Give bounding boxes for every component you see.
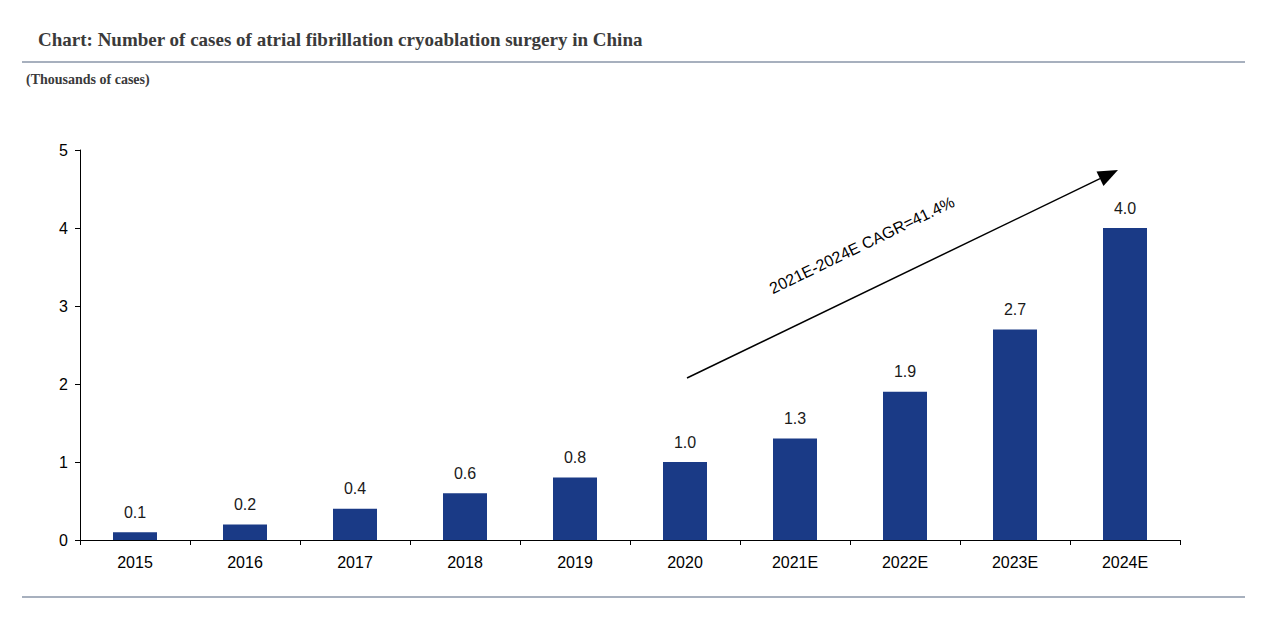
svg-text:2.7: 2.7 <box>1004 301 1026 318</box>
svg-text:0.1: 0.1 <box>124 504 146 521</box>
svg-text:0.2: 0.2 <box>234 496 256 513</box>
svg-text:(Thousands of cases): (Thousands of cases) <box>26 72 150 88</box>
svg-text:2021E: 2021E <box>772 554 818 571</box>
svg-text:Chart: Number of cases of atri: Chart: Number of cases of atrial fibrill… <box>38 29 643 50</box>
svg-text:2020: 2020 <box>667 554 703 571</box>
svg-text:1: 1 <box>59 454 68 471</box>
svg-text:3: 3 <box>59 298 68 315</box>
svg-text:2: 2 <box>59 376 68 393</box>
svg-text:2018: 2018 <box>447 554 483 571</box>
svg-text:2022E: 2022E <box>882 554 928 571</box>
svg-text:0.6: 0.6 <box>454 465 476 482</box>
svg-text:0.4: 0.4 <box>344 480 366 497</box>
svg-text:2016: 2016 <box>227 554 263 571</box>
svg-text:1.9: 1.9 <box>894 363 916 380</box>
svg-text:4.0: 4.0 <box>1114 200 1136 217</box>
svg-text:5: 5 <box>59 142 68 159</box>
svg-text:2024E: 2024E <box>1102 554 1148 571</box>
svg-text:1.3: 1.3 <box>784 410 806 427</box>
svg-text:2019: 2019 <box>557 554 593 571</box>
svg-text:0: 0 <box>59 532 68 549</box>
svg-text:2015: 2015 <box>117 554 153 571</box>
svg-text:2017: 2017 <box>337 554 373 571</box>
svg-text:0.8: 0.8 <box>564 449 586 466</box>
svg-text:2023E: 2023E <box>992 554 1038 571</box>
svg-text:1.0: 1.0 <box>674 434 696 451</box>
svg-text:4: 4 <box>59 220 68 237</box>
svg-text:2021E-2024E CAGR=41.4%: 2021E-2024E CAGR=41.4% <box>767 193 957 297</box>
